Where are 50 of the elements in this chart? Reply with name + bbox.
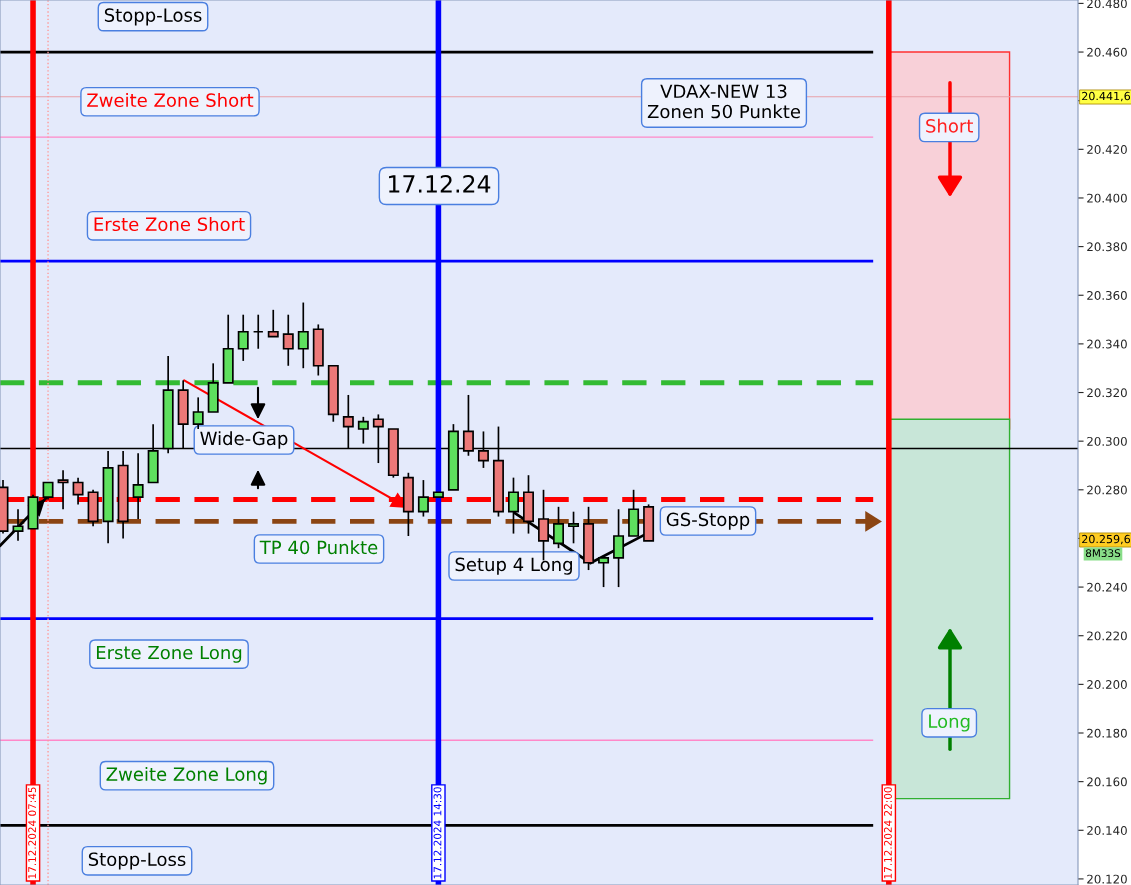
candlestick <box>132 452 144 520</box>
y-tick-label: 20.140 <box>1087 826 1127 835</box>
y-tick-label: 20.160 <box>1087 777 1127 787</box>
annotation: Setup 4 Long <box>455 557 572 575</box>
ref-line-label: Erste Zone Short <box>94 217 245 232</box>
text: 20.259,6 <box>1082 534 1131 545</box>
x-tick-label: 17.12.2024 14:30 <box>433 787 442 879</box>
band-label: Long <box>929 714 970 732</box>
y-tick-label: 20.220 <box>1087 631 1127 641</box>
candlestick <box>12 508 24 542</box>
y-tick-label: 20.200 <box>1087 680 1127 690</box>
x-tick-label: 17.12.2024 22:00 <box>883 787 892 879</box>
ref-line-label: Erste Zone Long <box>96 645 242 663</box>
candlestick <box>72 476 84 506</box>
candlestick <box>57 469 69 511</box>
text: 20.441,6 <box>1082 91 1131 102</box>
candlestick <box>357 416 369 445</box>
candlestick <box>568 510 580 545</box>
y-tick-label: 20.320 <box>1087 388 1127 398</box>
ref-line-label: Zweite Zone Short <box>87 93 254 107</box>
y-tick-label: 20.340 <box>1087 339 1127 349</box>
annotation: Wide-Gap <box>200 431 288 449</box>
x-tick-label: 17.12.2024 07:45 <box>28 787 37 879</box>
candlestick <box>267 309 279 338</box>
y-tick-label: 20.240 <box>1087 582 1127 592</box>
candlestick <box>252 313 264 350</box>
ref-line-label: Zweite Zone Long <box>106 766 267 785</box>
annotation: GS-Stopp <box>666 512 750 530</box>
y-tick-label: 20.420 <box>1087 145 1127 154</box>
annotation: 17.12.24 <box>389 174 491 193</box>
ref-line-label: Stopp-Loss <box>88 852 186 870</box>
text: 8M33S <box>1085 549 1121 558</box>
band-label: Short <box>926 118 973 133</box>
y-tick-label: 20.360 <box>1087 290 1127 300</box>
y-tick-label: 20.380 <box>1087 242 1127 252</box>
annotation: TP 40 Punkte <box>259 540 378 555</box>
candlestick <box>417 479 429 518</box>
y-tick-label: 20.180 <box>1087 728 1127 738</box>
candlestick <box>237 313 249 362</box>
annotation: VDAX-NEW 13 Zonen 50 Punkte <box>647 84 801 119</box>
y-tick-label: 20.480 <box>1087 0 1127 9</box>
y-tick-label: 20.460 <box>1087 47 1127 57</box>
y-tick-label: 20.300 <box>1087 436 1127 446</box>
candlestick <box>297 301 309 370</box>
y-tick-label: 20.280 <box>1087 485 1127 495</box>
candlestick <box>192 396 204 430</box>
candlestick <box>282 313 294 367</box>
ref-line-label: Stopp-Loss <box>104 8 202 26</box>
y-tick-label: 20.120 <box>1087 874 1127 884</box>
y-tick-label: 20.400 <box>1087 193 1127 203</box>
